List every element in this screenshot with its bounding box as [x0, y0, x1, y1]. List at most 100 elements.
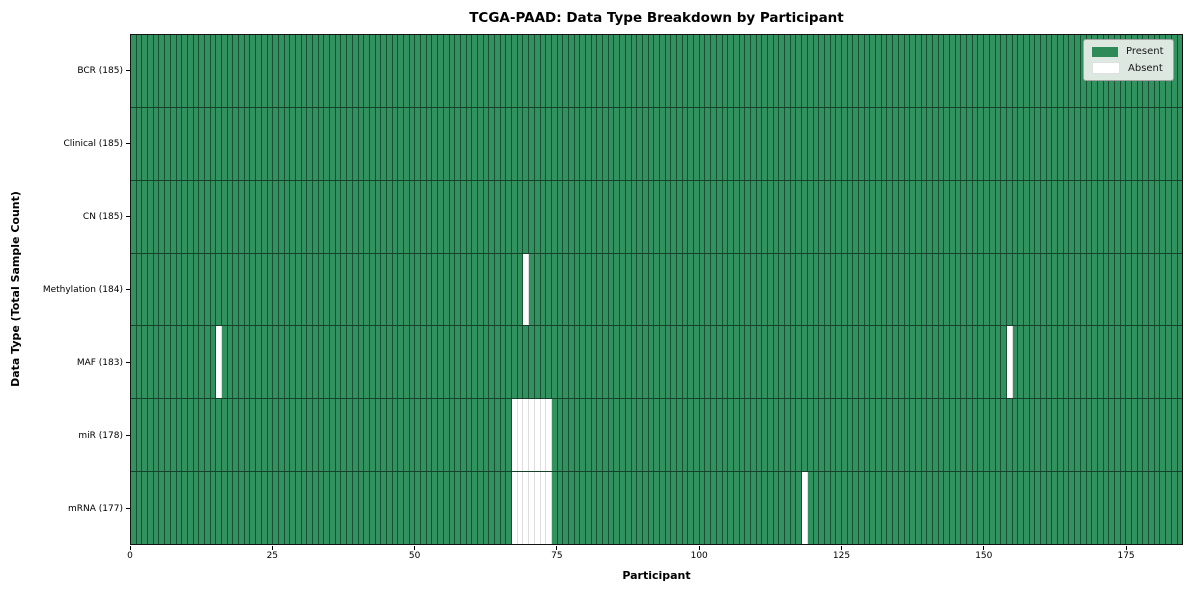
heatmap-cell [967, 472, 973, 545]
heatmap-cell [1064, 253, 1070, 326]
heatmap-cell [808, 107, 814, 180]
heatmap-cell [398, 326, 404, 399]
heatmap-cell [933, 326, 939, 399]
heatmap-cell [1166, 107, 1172, 180]
heatmap-cell [700, 326, 706, 399]
heatmap-cell [620, 326, 626, 399]
heatmap-cell [307, 326, 313, 399]
heatmap-cell [245, 326, 251, 399]
heatmap-cell [1047, 253, 1053, 326]
heatmap-cell [779, 253, 786, 326]
heatmap-cell [967, 107, 973, 180]
heatmap-cell [450, 35, 456, 107]
heatmap-cell [558, 107, 564, 180]
heatmap-cell [250, 107, 257, 180]
heatmap-cell [1092, 180, 1098, 253]
heatmap-cell [1172, 326, 1178, 399]
heatmap-cell [398, 399, 404, 472]
heatmap-cell [956, 472, 962, 545]
heatmap-cell [603, 399, 609, 472]
heatmap-cell [273, 253, 279, 326]
heatmap-cell [899, 35, 905, 107]
heatmap-cell [518, 35, 524, 107]
heatmap-cell [757, 472, 763, 545]
heatmap-cell [1138, 326, 1144, 399]
heatmap-cell [694, 472, 700, 545]
heatmap-cell [1092, 253, 1098, 326]
heatmap-cell [330, 253, 336, 326]
heatmap-cell [427, 253, 433, 326]
heatmap-cell [609, 35, 615, 107]
heatmap-cell [996, 35, 1002, 107]
heatmap-cell [825, 180, 831, 253]
heatmap-cell [506, 35, 513, 107]
heatmap-cell [296, 326, 302, 399]
heatmap-cell [359, 107, 365, 180]
heatmap-cell [199, 472, 205, 545]
heatmap-cell [387, 253, 393, 326]
heatmap-cell [1115, 253, 1121, 326]
heatmap-cell [376, 253, 382, 326]
heatmap-cell [575, 35, 581, 107]
heatmap-cell [461, 180, 467, 253]
heatmap-cell [1058, 472, 1064, 545]
heatmap-cell [495, 35, 501, 107]
heatmap-cell [950, 107, 956, 180]
heatmap-cell [649, 180, 655, 253]
heatmap-cell [1166, 180, 1172, 253]
heatmap-cell [290, 326, 296, 399]
heatmap-cell [222, 326, 228, 399]
heatmap-cell [933, 472, 939, 545]
heatmap-cell [586, 399, 592, 472]
heatmap-cell [705, 326, 712, 399]
heatmap-cell [1160, 326, 1167, 399]
heatmap-cell [370, 399, 376, 472]
heatmap-cell [740, 107, 746, 180]
heatmap-cell [523, 326, 530, 399]
heatmap-cell [523, 180, 530, 253]
heatmap-cell [233, 107, 240, 180]
heatmap-cell [791, 180, 797, 253]
heatmap-cell [222, 180, 228, 253]
heatmap-cell [523, 472, 530, 545]
heatmap-cell [882, 399, 888, 472]
heatmap-cell [700, 180, 706, 253]
heatmap-cell [262, 472, 268, 545]
heatmap-cell [609, 472, 615, 545]
heatmap-cell [1058, 35, 1064, 107]
heatmap-cell [279, 472, 285, 545]
heatmap-cell [444, 472, 450, 545]
heatmap-cell [387, 35, 393, 107]
present-swatch-icon [1092, 46, 1118, 57]
heatmap-cell [933, 180, 939, 253]
heatmap-cell [728, 180, 734, 253]
heatmap-cell [131, 472, 137, 545]
heatmap-cell [859, 399, 865, 472]
heatmap-cell [256, 107, 262, 180]
heatmap-cell [558, 472, 564, 545]
heatmap-cell [347, 326, 353, 399]
heatmap-cell [848, 472, 854, 545]
heatmap-cell [1149, 472, 1155, 545]
heatmap-cell [825, 253, 831, 326]
heatmap-cell [404, 326, 410, 399]
heatmap-cell [376, 35, 382, 107]
heatmap-cell [250, 180, 257, 253]
heatmap-cell [922, 253, 928, 326]
heatmap-cell [262, 107, 268, 180]
heatmap-cell [336, 107, 342, 180]
heatmap-cell [307, 35, 313, 107]
heatmap-cell [677, 107, 683, 180]
heatmap-row-mir [131, 399, 1184, 473]
heatmap-cell [370, 35, 376, 107]
heatmap-cell [978, 107, 985, 180]
y-tick-mark [126, 289, 130, 290]
heatmap-cell [472, 107, 478, 180]
heatmap-cell [467, 326, 473, 399]
heatmap-cell [842, 107, 848, 180]
heatmap-cell [785, 180, 791, 253]
heatmap-cell [427, 180, 433, 253]
heatmap-cell [666, 180, 672, 253]
heatmap-cell [717, 180, 723, 253]
heatmap-cell [171, 472, 177, 545]
